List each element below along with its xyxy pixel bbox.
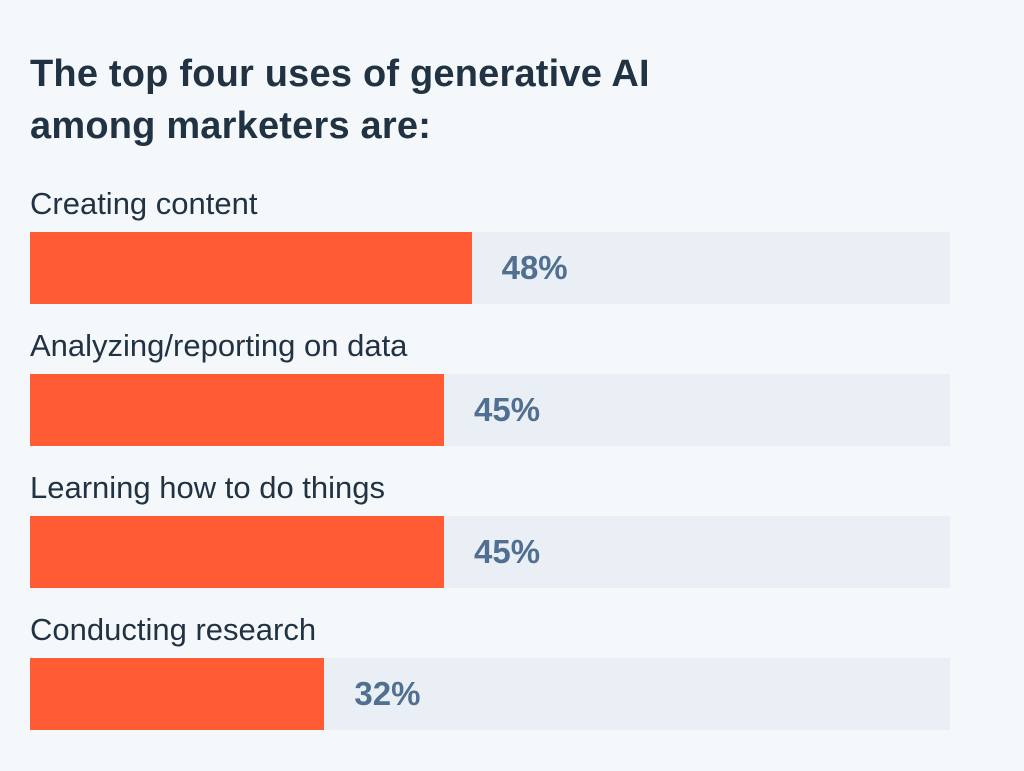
bar-fill [30, 516, 444, 588]
value-label: 48% [501, 249, 568, 286]
bar-rows: Creating content 48% Analyzing/reporting o… [30, 0, 950, 771]
bar-row: Analyzing/reporting on data 45% [30, 326, 950, 458]
bar-row: Creating content 48% [30, 184, 950, 316]
bar-fill [30, 374, 444, 446]
bar-row: Learning how to do things 45% [30, 468, 950, 600]
bar-track: 45% [30, 516, 950, 588]
value-label: 45% [474, 533, 541, 570]
bar-row: Conducting research 32% [30, 610, 950, 742]
category-label: Analyzing/reporting on data [30, 328, 408, 363]
bar-fill [30, 658, 325, 730]
category-label: Learning how to do things [30, 470, 386, 505]
value-label: 45% [474, 391, 541, 428]
bar-track: 48% [30, 232, 950, 304]
chart-title: The top four uses of generative AI among… [30, 53, 650, 147]
value-label: 32% [354, 675, 421, 712]
category-label: Conducting research [30, 612, 317, 647]
bar-fill [30, 232, 472, 304]
bar-track: 45% [30, 374, 950, 446]
category-label: Creating content [30, 186, 258, 221]
bar-track: 32% [30, 658, 950, 730]
